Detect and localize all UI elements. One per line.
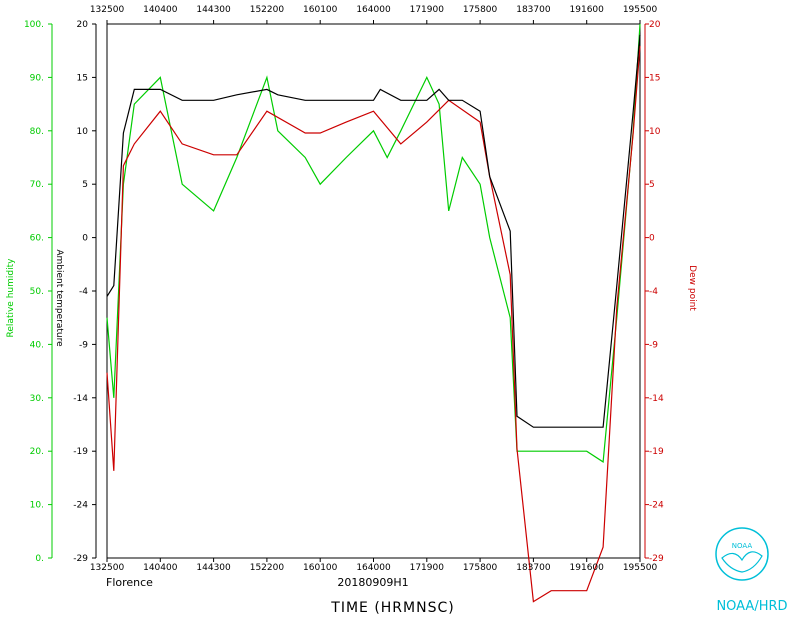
temp-tick-label: -9 bbox=[79, 340, 88, 350]
flight-id: 20180909H1 bbox=[337, 576, 408, 589]
x-tick-label-top: 152200 bbox=[250, 5, 285, 15]
x-tick-label-bottom: 191600 bbox=[570, 563, 605, 573]
x-tick-label-bottom: 195500 bbox=[623, 563, 658, 573]
rh-tick-label: 90. bbox=[30, 73, 44, 83]
dew-tick-label: -19 bbox=[649, 447, 664, 457]
rh-tick-label: 60. bbox=[30, 234, 44, 244]
x-tick-label-top: 164000 bbox=[356, 5, 391, 15]
axes-layer bbox=[51, 23, 646, 559]
temp-axis-title: Ambient temperature bbox=[54, 249, 64, 347]
dew-tick-label: -24 bbox=[649, 501, 664, 511]
x-tick-label-top: 144300 bbox=[196, 5, 231, 15]
x-tick-label-bottom: 140400 bbox=[143, 563, 178, 573]
temp-tick-label: -4 bbox=[79, 287, 88, 297]
x-tick-label-bottom: 132500 bbox=[90, 563, 125, 573]
series-line-relative-humidity bbox=[106, 23, 641, 463]
x-tick-label-bottom: 175800 bbox=[463, 563, 498, 573]
dew-tick-label: -9 bbox=[649, 340, 658, 350]
temp-tick-label: -14 bbox=[73, 394, 88, 404]
dew-tick-label: -14 bbox=[649, 394, 664, 404]
storm-name: Florence bbox=[106, 576, 153, 589]
dew-tick-label: 0 bbox=[649, 234, 655, 244]
x-tick-label-top: 132500 bbox=[90, 5, 125, 15]
rh-tick-label: 50. bbox=[30, 287, 44, 297]
x-tick-label-top: 171900 bbox=[410, 5, 445, 15]
rh-tick-label: 0. bbox=[35, 554, 44, 564]
temp-tick-label: -24 bbox=[73, 501, 88, 511]
rh-tick-label: 20. bbox=[30, 447, 44, 457]
temp-tick-label: 5 bbox=[82, 180, 88, 190]
dew-tick-label: 20 bbox=[649, 20, 661, 30]
plot-frame bbox=[106, 23, 641, 559]
x-tick-label-bottom: 144300 bbox=[196, 563, 231, 573]
dew-tick-label: -4 bbox=[649, 287, 658, 297]
rh-tick-label: 10. bbox=[30, 501, 44, 511]
noaa-logo: NOAA NOAA/HRD bbox=[712, 520, 792, 640]
series-layer bbox=[106, 23, 641, 603]
dew-tick-label: 10 bbox=[649, 127, 661, 137]
series-line-ambient-temperature bbox=[106, 34, 641, 428]
x-axis-label: TIME (HRMNSC) bbox=[330, 600, 454, 616]
noaa-bird-icon bbox=[721, 551, 763, 573]
x-tick-label-bottom: 171900 bbox=[410, 563, 445, 573]
x-tick-label-top: 195500 bbox=[623, 5, 658, 15]
temp-tick-label: -19 bbox=[73, 447, 88, 457]
x-tick-label-bottom: 160100 bbox=[303, 563, 338, 573]
x-tick-label-top: 183700 bbox=[516, 5, 551, 15]
rh-tick-label: 80. bbox=[30, 127, 44, 137]
ticks-layer: 132500 132500 140400 140400 144300 144300 1522… bbox=[24, 5, 664, 573]
rh-tick-label: 40. bbox=[30, 340, 44, 350]
series-line-dew-point bbox=[106, 45, 641, 603]
x-tick-label-top: 160100 bbox=[303, 5, 338, 15]
noaa-emblem-icon bbox=[715, 527, 769, 581]
rh-tick-label: 30. bbox=[30, 394, 44, 404]
dew-tick-label: -29 bbox=[649, 554, 664, 564]
x-tick-label-top: 191600 bbox=[570, 5, 605, 15]
x-tick-label-top: 140400 bbox=[143, 5, 178, 15]
dew-tick-label: 5 bbox=[649, 180, 655, 190]
temp-tick-label: 0 bbox=[82, 234, 88, 244]
x-tick-label-bottom: 183700 bbox=[516, 563, 551, 573]
x-tick-label-top: 175800 bbox=[463, 5, 498, 15]
dew-axis-title: Dew point bbox=[687, 265, 697, 311]
x-tick-label-bottom: 152200 bbox=[250, 563, 285, 573]
temp-tick-label: -29 bbox=[73, 554, 88, 564]
temp-tick-label: 10 bbox=[77, 127, 89, 137]
x-tick-label-bottom: 164000 bbox=[356, 563, 391, 573]
temp-tick-label: 20 bbox=[77, 20, 89, 30]
temp-tick-label: 15 bbox=[77, 73, 88, 83]
org-label: NOAA/HRD bbox=[716, 599, 787, 614]
rh-tick-label: 70. bbox=[30, 180, 44, 190]
dew-tick-label: 15 bbox=[649, 73, 660, 83]
noaa-logo-text: NOAA bbox=[732, 542, 753, 550]
rh-axis-title: Relative humidity bbox=[6, 258, 16, 338]
rh-tick-label: 100. bbox=[24, 20, 44, 30]
